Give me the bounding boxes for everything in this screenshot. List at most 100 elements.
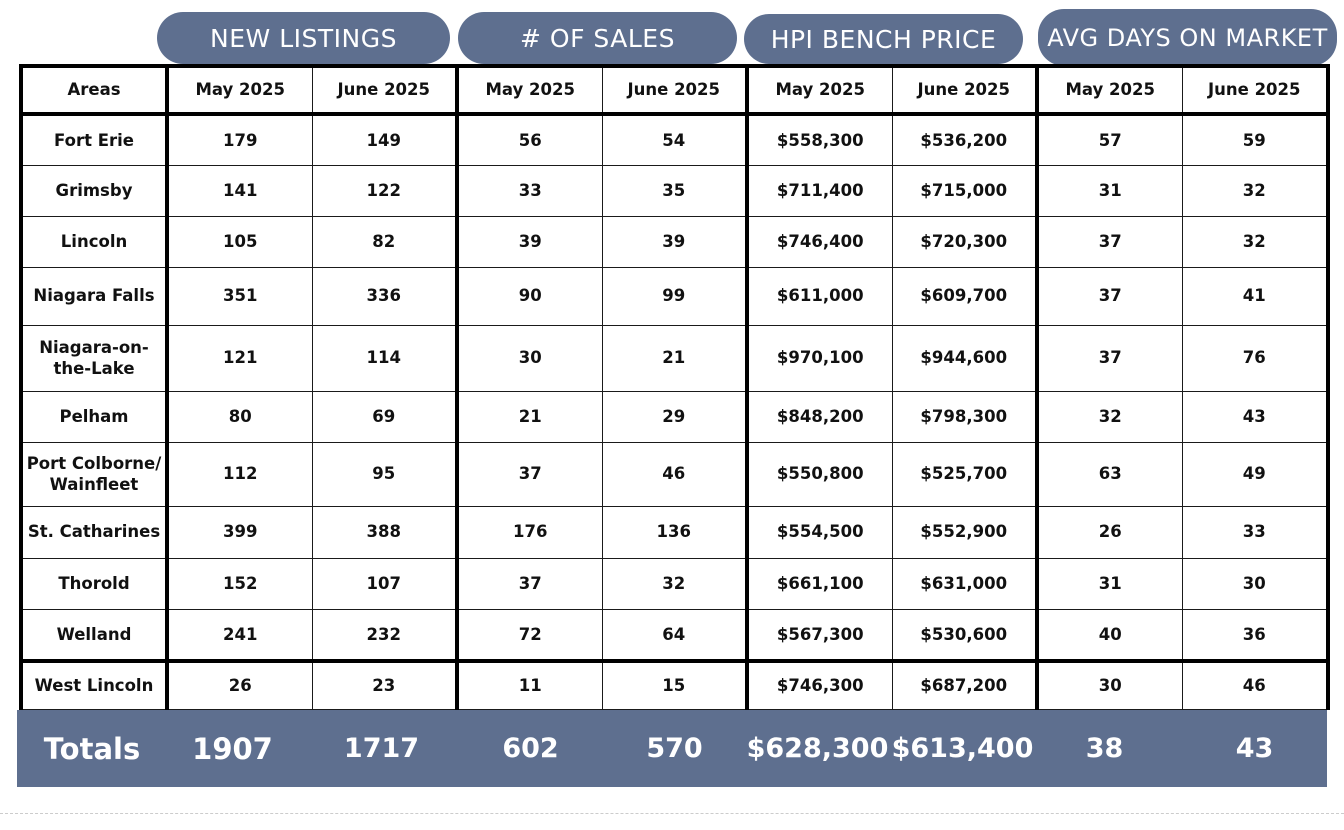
- cell-value: 122: [311, 164, 458, 217]
- cell-value: 39: [601, 215, 748, 268]
- cell-value: 63: [1035, 441, 1183, 507]
- cell-value: 121: [165, 324, 313, 392]
- cell-value: 32: [1181, 215, 1329, 268]
- area-name-line: Niagara-on-: [39, 337, 149, 357]
- cell-value: 30: [1181, 557, 1329, 610]
- cell-value: 46: [1181, 659, 1329, 710]
- table-row: Fort Erie 179 149 56 54 $558,300 $536,200 57 59: [20, 112, 1329, 166]
- cell-value: 49: [1181, 441, 1329, 507]
- totals-value: 43: [1235, 733, 1274, 764]
- cell-value: 21: [455, 390, 603, 443]
- cell-value: 37: [1035, 324, 1183, 392]
- totals-value: $613,400: [891, 733, 1034, 764]
- cell-value: 99: [601, 266, 748, 326]
- cell-value: $611,000: [745, 266, 893, 326]
- cell-value: 64: [601, 608, 748, 662]
- cell-value: 31: [1035, 557, 1183, 610]
- cell-value: 105: [165, 215, 313, 268]
- cell-value: $552,900: [891, 505, 1038, 559]
- cell-value: 56: [455, 112, 603, 166]
- totals-value: 602: [502, 733, 559, 764]
- cell-value: 141: [165, 164, 313, 217]
- cell-value: 241: [165, 608, 313, 662]
- cell-value: 136: [601, 505, 748, 559]
- cell-value: 82: [311, 215, 458, 268]
- cell-value: 76: [1181, 324, 1329, 392]
- cell-value: 388: [311, 505, 458, 559]
- cell-value: 37: [1035, 215, 1183, 268]
- area-name: Port Colborne/Wainfleet: [20, 441, 168, 507]
- table-row: St. Catharines 399 388 176 136 $554,500 $552,9…: [20, 505, 1329, 559]
- group-number-of-sales: # OF SALES: [458, 12, 737, 64]
- cell-value: 15: [601, 659, 748, 710]
- cell-value: 32: [601, 557, 748, 610]
- cell-value: $530,600: [891, 608, 1038, 662]
- cell-value: $720,300: [891, 215, 1038, 268]
- cell-value: 399: [165, 505, 313, 559]
- column-header: May 2025: [455, 65, 603, 115]
- footer-divider: [0, 813, 1344, 814]
- cell-value: 35: [601, 164, 748, 217]
- cell-value: 351: [165, 266, 313, 326]
- cell-value: 112: [165, 441, 313, 507]
- header-row: Areas May 2025 June 2025 May 2025 June 2…: [20, 65, 1329, 115]
- cell-value: $687,200: [891, 659, 1038, 710]
- cell-value: 179: [165, 112, 313, 166]
- cell-value: 33: [1181, 505, 1329, 559]
- column-header: June 2025: [311, 65, 458, 115]
- cell-value: $558,300: [745, 112, 893, 166]
- column-header: June 2025: [1181, 65, 1329, 115]
- cell-value: 41: [1181, 266, 1329, 326]
- table-row: Lincoln 105 82 39 39 $746,400 $720,300 37 32: [20, 215, 1329, 268]
- column-header: June 2025: [891, 65, 1038, 115]
- cell-value: $567,300: [745, 608, 893, 662]
- table-row: Pelham 80 69 21 29 $848,200 $798,300 32 43: [20, 390, 1329, 443]
- cell-value: 37: [1035, 266, 1183, 326]
- cell-value: 152: [165, 557, 313, 610]
- cell-value: 31: [1035, 164, 1183, 217]
- cell-value: 37: [455, 557, 603, 610]
- cell-value: 149: [311, 112, 458, 166]
- cell-value: 33: [455, 164, 603, 217]
- cell-value: $536,200: [891, 112, 1038, 166]
- cell-value: $711,400: [745, 164, 893, 217]
- cell-value: 80: [165, 390, 313, 443]
- cell-value: 107: [311, 557, 458, 610]
- group-new-listings: NEW LISTINGS: [157, 12, 450, 64]
- cell-value: $970,100: [745, 324, 893, 392]
- cell-value: 59: [1181, 112, 1329, 166]
- cell-value: 69: [311, 390, 458, 443]
- totals-label: Totals: [43, 731, 141, 766]
- table-row: Port Colborne/Wainfleet 112 95 37 46 $550,800…: [20, 441, 1329, 507]
- cell-value: 95: [311, 441, 458, 507]
- area-name: Niagara Falls: [20, 266, 168, 326]
- group-avg-days-on-market: AVG DAYS ON MARKET: [1038, 9, 1337, 66]
- table-row: Niagara-on-the-Lake 121 114 30 21 $970,100 $94…: [20, 324, 1329, 392]
- table-row: Welland 241 232 72 64 $567,300 $530,600 40 36: [20, 608, 1329, 662]
- cell-value: 54: [601, 112, 748, 166]
- group-hpi-bench-price: HPI BENCH PRICE: [744, 14, 1023, 64]
- area-name: Niagara-on-the-Lake: [20, 324, 168, 392]
- column-header: May 2025: [745, 65, 893, 115]
- cell-value: 32: [1181, 164, 1329, 217]
- cell-value: 40: [1035, 608, 1183, 662]
- cell-value: 36: [1181, 608, 1329, 662]
- area-name: Grimsby: [20, 164, 168, 217]
- area-name-line: Wainfleet: [49, 475, 139, 494]
- cell-value: $525,700: [891, 441, 1038, 507]
- cell-value: $609,700: [891, 266, 1038, 326]
- cell-value: 30: [455, 324, 603, 392]
- areas-header: Areas: [20, 65, 168, 115]
- table-row: Thorold 152 107 37 32 $661,100 $631,000 31 30: [20, 557, 1329, 610]
- market-stats-table: Areas May 2025 June 2025 May 2025 June 2…: [19, 64, 1330, 710]
- area-name-line: the-Lake: [53, 359, 135, 378]
- area-name: Lincoln: [20, 215, 168, 268]
- cell-value: 29: [601, 390, 748, 443]
- cell-value: 336: [311, 266, 458, 326]
- cell-value: $631,000: [891, 557, 1038, 610]
- table-row: Niagara Falls 351 336 90 99 $611,000 $609,700 3…: [20, 266, 1329, 326]
- area-name: Welland: [20, 608, 168, 662]
- cell-value: 26: [1035, 505, 1183, 559]
- totals-value: 570: [646, 733, 703, 764]
- column-header: June 2025: [601, 65, 748, 115]
